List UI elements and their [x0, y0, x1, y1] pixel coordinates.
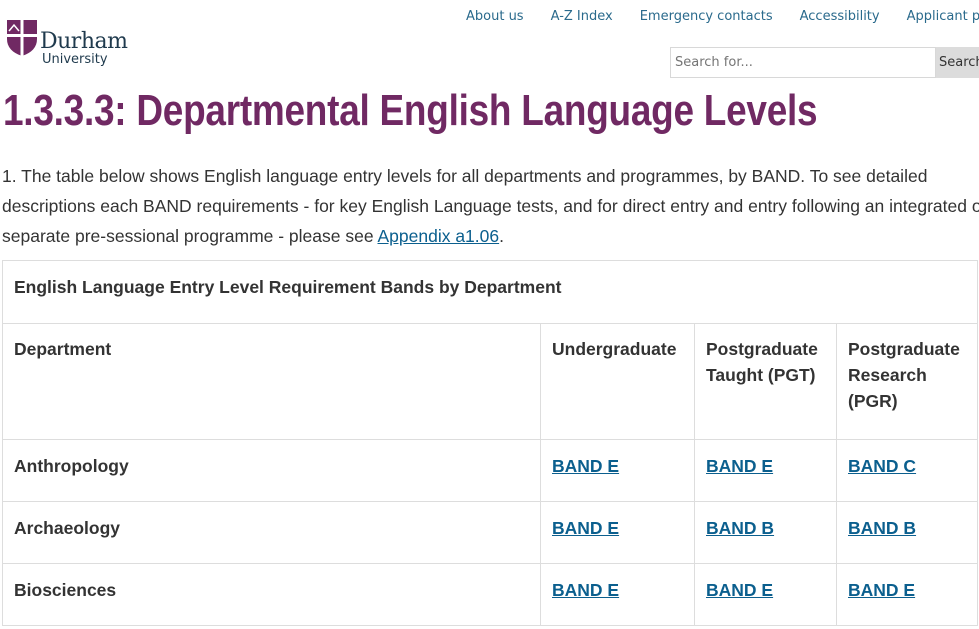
nav-emergency-contacts[interactable]: Emergency contacts: [639, 9, 773, 24]
col-header-pgr: Postgraduate Research (PGR): [836, 323, 978, 440]
band-link[interactable]: BAND E: [848, 580, 916, 600]
intro-end: .: [499, 226, 504, 246]
nav-accessibility[interactable]: Accessibility: [799, 9, 880, 24]
band-link[interactable]: BAND E: [552, 456, 620, 476]
band-link[interactable]: BAND E: [552, 518, 620, 538]
table-row: Biosciences BAND E BAND E BAND E: [2, 563, 978, 626]
band-link[interactable]: BAND B: [706, 518, 775, 538]
band-link[interactable]: BAND E: [706, 456, 774, 476]
shield-logo-icon: [7, 20, 37, 56]
col-header-pgt: Postgraduate Taught (PGT): [694, 323, 837, 440]
search-input[interactable]: [670, 47, 936, 78]
search-button[interactable]: Search: [936, 47, 979, 78]
department-name: Anthropology: [2, 439, 541, 502]
nav-applicant-portal[interactable]: Applicant portal: [906, 9, 979, 24]
col-header-undergraduate: Undergraduate: [540, 323, 695, 440]
band-link[interactable]: BAND E: [552, 580, 620, 600]
intro-paragraph: 1. The table below shows English languag…: [2, 161, 979, 251]
appendix-link[interactable]: Appendix a1.06: [377, 226, 500, 246]
band-link[interactable]: BAND B: [848, 518, 917, 538]
department-name: Biosciences: [2, 563, 541, 626]
table-caption: English Language Entry Level Requirement…: [2, 260, 978, 324]
department-name: Archaeology: [2, 501, 541, 564]
nav-about-us[interactable]: About us: [466, 9, 524, 24]
table-row: Anthropology BAND E BAND E BAND C: [2, 439, 978, 502]
intro-text: 1. The table below shows English languag…: [2, 166, 979, 246]
band-link[interactable]: BAND E: [706, 580, 774, 600]
band-link[interactable]: BAND C: [848, 456, 917, 476]
logo-name: Durham: [40, 29, 128, 54]
english-levels-table: English Language Entry Level Requirement…: [2, 260, 978, 626]
logo-sub: University: [42, 52, 108, 67]
top-nav: About us A-Z Index Emergency contacts Ac…: [466, 9, 979, 24]
durham-university-logo[interactable]: Durham University: [6, 19, 128, 67]
table-row: Archaeology BAND E BAND B BAND B: [2, 501, 978, 564]
search-form: Search: [670, 47, 979, 78]
page-title: 1.3.3.3: Departmental English Language L…: [3, 86, 818, 135]
nav-a-z-index[interactable]: A-Z Index: [550, 9, 613, 24]
col-header-department: Department: [2, 323, 541, 440]
